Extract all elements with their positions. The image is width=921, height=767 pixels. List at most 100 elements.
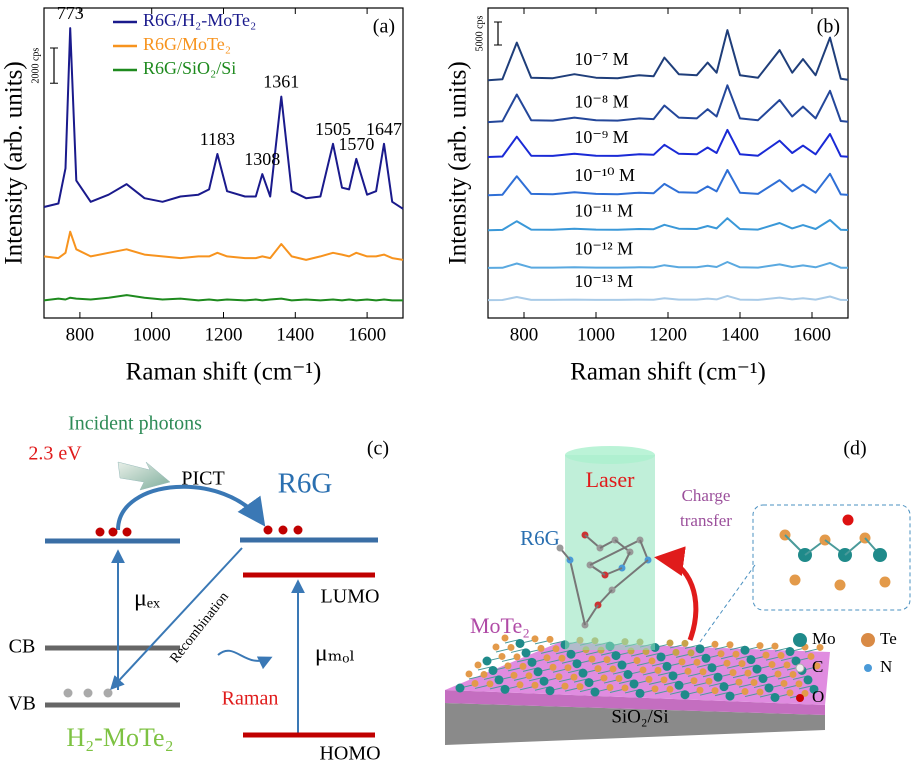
atom [732, 650, 740, 658]
atom [492, 643, 500, 651]
atom [770, 692, 780, 702]
laser-beam [565, 455, 655, 650]
atom [500, 684, 510, 694]
atom [521, 648, 531, 658]
raman-arrow [217, 649, 273, 670]
atom [519, 662, 527, 670]
peak-label: 1308 [244, 149, 280, 169]
series-label: 10⁻¹³ M [574, 271, 633, 291]
atom [816, 643, 824, 651]
substrate-front [445, 703, 825, 745]
atom [711, 687, 719, 695]
atom [594, 665, 602, 673]
atom [603, 656, 611, 664]
zoom-atom [834, 579, 846, 591]
legend-atom [864, 664, 872, 672]
atom [746, 655, 756, 665]
panel-label: (d) [843, 438, 866, 460]
atom [801, 689, 809, 697]
atom [516, 681, 524, 689]
molecule-bond [569, 559, 586, 626]
zoom-atom [879, 576, 891, 588]
x-tick-label: 1400 [721, 324, 759, 345]
atom [578, 668, 588, 678]
peak-label: 1647 [366, 119, 402, 139]
atom [494, 675, 504, 685]
atom [690, 677, 698, 685]
legend-label: Te [880, 629, 897, 648]
atom [723, 659, 731, 667]
transfer-label: transfer [680, 511, 732, 530]
atom [656, 652, 666, 662]
atom [600, 674, 608, 682]
atom [777, 652, 785, 660]
pict-label: PICT [181, 468, 224, 490]
atom [558, 654, 566, 662]
atom [705, 677, 713, 685]
peak-label: 1183 [200, 129, 235, 149]
atom [543, 654, 551, 662]
atom [539, 676, 549, 686]
atom [740, 645, 750, 655]
spectrum [487, 261, 849, 269]
charge-label: Charge [682, 486, 731, 505]
panel-label: (c) [367, 438, 389, 460]
atom [674, 680, 684, 690]
atom [531, 635, 539, 643]
homo-label: HOMO [319, 743, 380, 765]
atom [570, 673, 578, 681]
legend-label: N [880, 657, 892, 676]
atom [768, 661, 776, 669]
series-label: 10⁻¹⁰ M [574, 165, 635, 185]
atom [668, 671, 678, 681]
zoom-atom [789, 574, 801, 586]
legend-label: R6G/MoTe₂ [143, 34, 231, 54]
atom [738, 660, 746, 668]
atom [498, 652, 506, 660]
recombination-label: Recombination [168, 590, 232, 667]
series-label: 10⁻¹² M [574, 239, 633, 259]
peak-label: 773 [57, 3, 84, 23]
atom [455, 683, 465, 693]
atom [572, 659, 582, 669]
r6g-label: R6G [520, 526, 560, 550]
x-axis-title: Raman shift (cm⁻¹) [126, 359, 322, 386]
atom [813, 662, 821, 670]
atom [576, 683, 584, 691]
incident-label: Incident photons [68, 413, 202, 435]
atom [693, 658, 701, 666]
atom [791, 656, 801, 666]
atom [588, 655, 596, 663]
plot-frame [487, 7, 849, 319]
vb-label: VB [8, 693, 36, 715]
atom [678, 658, 686, 666]
spectrum [43, 27, 404, 210]
series-label: 10⁻⁸ M [574, 91, 628, 111]
atom [564, 664, 572, 672]
plot-frame [43, 7, 404, 319]
x-tick-label: 800 [66, 324, 95, 345]
atom [584, 678, 594, 688]
panel-label: (a) [373, 16, 395, 38]
atom [507, 643, 515, 651]
spectrum [487, 29, 849, 82]
atom [609, 665, 617, 673]
molecule-bond [589, 539, 641, 566]
panel-c: Incident photons 2.3 eV PICT R6G (c) LUM… [8, 413, 389, 765]
atom [789, 670, 797, 678]
atom [725, 691, 735, 701]
atom [719, 682, 729, 692]
atom [513, 653, 521, 661]
atom [561, 682, 569, 690]
x-tick-label: 1600 [793, 324, 831, 345]
atom [735, 678, 743, 686]
peak-label: 1361 [263, 72, 299, 92]
scale-label: 2000 cps [30, 48, 41, 84]
zoom-line [699, 564, 756, 643]
atom [785, 647, 795, 657]
atom [510, 671, 518, 679]
x-tick-label: 1400 [276, 324, 314, 345]
atom [651, 685, 659, 693]
atom [645, 675, 653, 683]
